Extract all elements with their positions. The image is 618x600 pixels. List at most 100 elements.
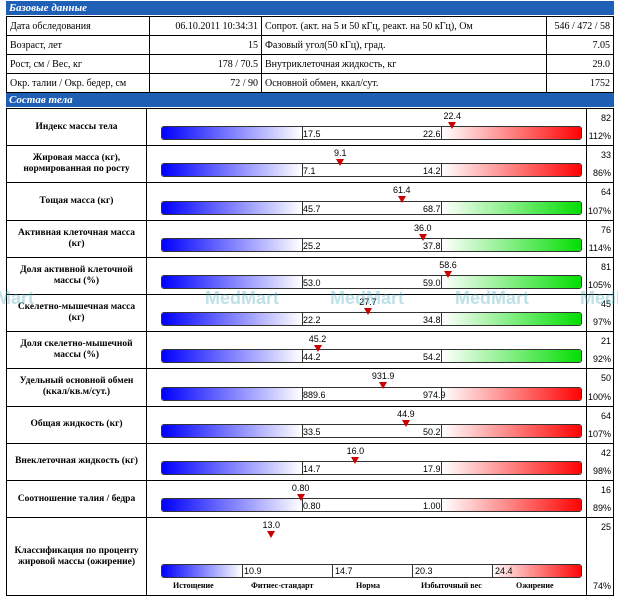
scale-cell: 17.5 22.6 22.4 bbox=[147, 109, 587, 146]
row-label: Внеклеточная жидкость (кг) bbox=[7, 443, 147, 480]
scale-cell: 53.0 59.0 58.6 bbox=[147, 257, 587, 294]
marker-triangle-icon bbox=[379, 382, 388, 390]
base-data-row: Рост, см / Вес, кг 178 / 70.5 Внутриклеточ… bbox=[6, 54, 614, 74]
normal-zone bbox=[302, 201, 442, 214]
threshold-value: 20.3 bbox=[415, 565, 433, 576]
scale-cell: 22.2 34.8 27.7 bbox=[147, 295, 587, 332]
base-value: 72 / 90 bbox=[149, 73, 262, 93]
percent-of-norm: 114% bbox=[588, 242, 611, 253]
percentile-cell: 82 112% bbox=[587, 109, 613, 145]
marker-triangle-icon bbox=[397, 196, 406, 204]
body-composition-header: Состав тела bbox=[6, 93, 614, 107]
obesity-zone bbox=[492, 564, 581, 577]
marker-triangle-icon bbox=[401, 419, 410, 427]
low-zone bbox=[162, 499, 302, 512]
base-label: Возраст, лет bbox=[6, 35, 150, 55]
base-value: 546 / 472 / 58 bbox=[546, 16, 614, 36]
scale-bar bbox=[161, 498, 582, 513]
scale-bar bbox=[161, 200, 582, 215]
composition-row: Индекс массы тела 17.5 22.6 22.4 82 112% bbox=[7, 109, 613, 147]
high-zone bbox=[442, 350, 581, 363]
composition-row: Удельный основной обмен (ккал/кв.м/сут.)… bbox=[7, 369, 613, 407]
low-zone bbox=[162, 350, 302, 363]
scale-cell: 25.2 37.8 36.0 bbox=[147, 220, 587, 257]
zone-divider bbox=[332, 564, 333, 577]
base-data-table: Дата обследования 06.10.2011 10:34:31 Сопр… bbox=[6, 16, 614, 93]
watermark-logo: MedMart bbox=[330, 288, 405, 308]
normal-high-bound: 34.8 bbox=[423, 315, 441, 326]
low-zone bbox=[162, 164, 302, 177]
base-value: 1752 bbox=[546, 73, 614, 93]
high-zone bbox=[442, 461, 581, 474]
scale-bar bbox=[161, 237, 582, 252]
category-labels: Истощение Фитнес-стандарт Норма Избыточный … bbox=[161, 581, 582, 592]
scale-bar bbox=[161, 274, 582, 289]
percentile-value: 76 bbox=[600, 224, 611, 235]
watermark-logo: MedMart bbox=[580, 288, 618, 308]
category-label: Фитнес-стандарт bbox=[251, 580, 314, 590]
high-zone bbox=[442, 127, 581, 140]
watermark-logo: MedMart bbox=[455, 288, 530, 308]
composition-row: Внеклеточная жидкость (кг) 14.7 17.9 16.0 42… bbox=[7, 443, 613, 481]
percentile-cell: 25 74% bbox=[587, 518, 613, 595]
base-value: 15 bbox=[149, 35, 262, 55]
normal-high-bound: 37.8 bbox=[423, 240, 441, 251]
percentile-cell: 16 89% bbox=[587, 481, 613, 517]
base-value: 7.05 bbox=[546, 35, 614, 55]
normal-high-bound: 68.7 bbox=[423, 203, 441, 214]
high-zone bbox=[442, 238, 581, 251]
high-zone bbox=[442, 313, 581, 326]
percent-of-norm: 86% bbox=[592, 168, 611, 179]
scale-cell: 45.7 68.7 61.4 bbox=[147, 183, 587, 220]
normal-zone bbox=[302, 350, 442, 363]
row-label: Классификация по проценту жировой массы … bbox=[7, 518, 147, 595]
percentile-value: 81 bbox=[600, 261, 611, 272]
value-marker: 61.4 bbox=[393, 185, 411, 204]
scale-bar bbox=[161, 163, 582, 178]
value-marker: 931.9 bbox=[372, 371, 394, 390]
value-marker: 0.80 bbox=[292, 483, 309, 501]
percent-of-norm: 98% bbox=[592, 465, 611, 476]
low-zone bbox=[162, 238, 302, 251]
composition-row: Жировая масса (кг), нормированная по рос… bbox=[7, 146, 613, 184]
base-label: Внутриклеточная жидкость, кг bbox=[261, 54, 547, 74]
row-label: Общая жидкость (кг) bbox=[7, 406, 147, 443]
composition-row: Соотношение талия / бедра 0.80 1.00 0.80 16 8… bbox=[7, 481, 613, 519]
normal-low-bound: 0.80 bbox=[303, 501, 321, 512]
percent-of-norm: 107% bbox=[587, 428, 611, 439]
category-label: Истощение bbox=[173, 580, 214, 590]
category-label: Ожирение bbox=[516, 580, 554, 590]
zone-divider bbox=[492, 564, 493, 577]
normal-zone bbox=[302, 387, 442, 400]
percentile-value: 45 bbox=[600, 299, 611, 309]
percent-of-norm: 107% bbox=[587, 205, 611, 216]
low-zone bbox=[162, 201, 302, 214]
value-marker: 16.0 bbox=[347, 446, 364, 464]
category-label: Норма bbox=[356, 580, 380, 590]
marker-triangle-icon bbox=[336, 159, 345, 167]
scale-cell: 10.9 14.7 20.3 24.4 13.0 Истощение Фитнес-стан… bbox=[147, 518, 587, 595]
percent-of-norm: 112% bbox=[588, 131, 611, 142]
base-data-row: Дата обследования 06.10.2011 10:34:31 Сопр… bbox=[6, 16, 614, 36]
row-label: Тощая масса (кг) bbox=[7, 183, 147, 220]
base-value: 178 / 70.5 bbox=[149, 54, 262, 74]
marker-triangle-icon bbox=[364, 308, 373, 315]
normal-zone bbox=[302, 164, 442, 177]
normal-zone bbox=[302, 313, 442, 326]
normal-zone bbox=[302, 275, 442, 288]
percentile-cell: 45 97% bbox=[587, 295, 613, 331]
row-label: Удельный основной обмен (ккал/кв.м/сут.) bbox=[7, 369, 147, 406]
high-zone bbox=[442, 387, 581, 400]
normal-low-bound: 45.7 bbox=[303, 203, 321, 214]
value-marker: 9.1 bbox=[334, 148, 347, 167]
base-data-header: Базовые данные bbox=[6, 1, 614, 15]
normal-low-bound: 53.0 bbox=[303, 277, 321, 288]
normal-low-bound: 44.2 bbox=[303, 352, 321, 363]
base-data-row: Возраст, лет 15 Фазовый угол(50 кГц), град… bbox=[6, 35, 614, 55]
marker-triangle-icon bbox=[418, 233, 427, 241]
percentile-value: 21 bbox=[600, 336, 611, 347]
scale-cell: 44.2 54.2 45.2 bbox=[147, 332, 587, 369]
normal-low-bound: 17.5 bbox=[303, 129, 321, 140]
percentile-cell: 42 98% bbox=[587, 444, 613, 480]
percentile-value: 82 bbox=[600, 113, 611, 123]
